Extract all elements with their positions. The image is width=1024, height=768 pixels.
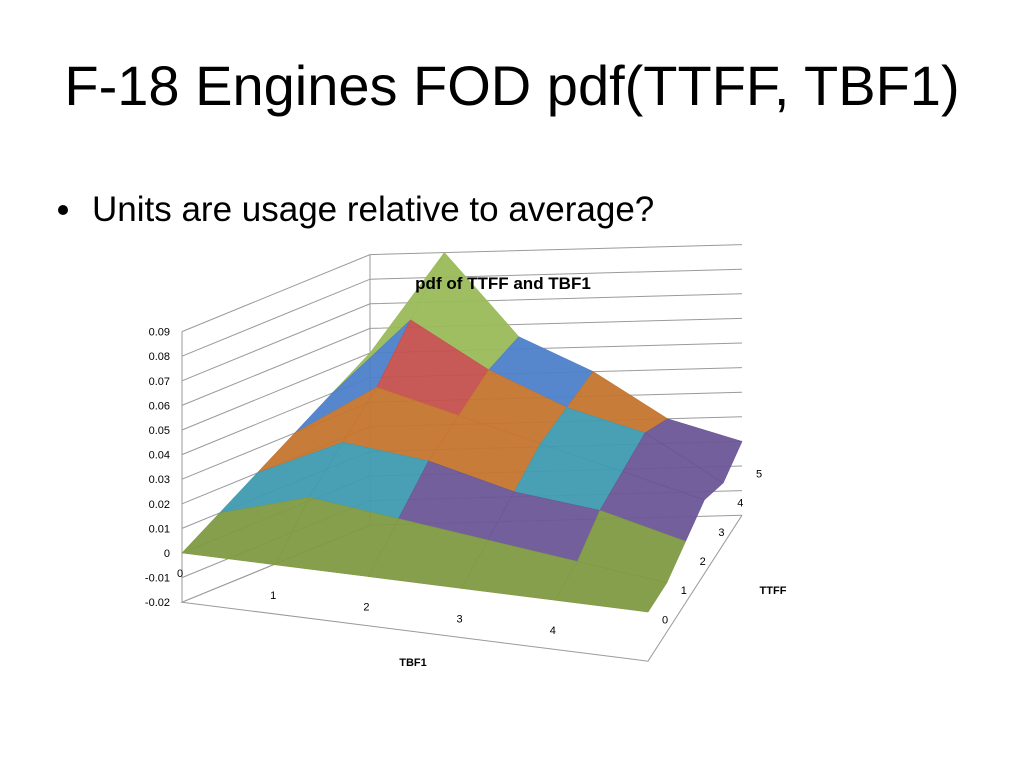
y-tick-label: 1 [681,585,687,597]
y-tick-label: 3 [718,527,724,539]
z-tick-label: 0.08 [149,351,170,363]
slide-title: F-18 Engines FOD pdf(TTFF, TBF1) [64,54,960,117]
z-tick-label: 0.06 [149,400,170,412]
y-tick-label: 0 [662,614,668,626]
x-tick-label: 3 [457,613,463,625]
y-tick-label: 2 [700,556,706,568]
bullet-dot-icon [58,204,68,215]
x-tick-label: 0 [177,568,183,580]
z-tick-label: -0.02 [145,597,170,609]
z-tick-label: -0.01 [145,573,170,585]
z-tick-label: 0.05 [149,425,170,437]
z-tick-label: 0.02 [149,499,170,511]
z-tick-label: 0.04 [149,450,170,462]
z-tick-label: 0.01 [149,523,170,535]
y-tick-label: 4 [737,498,743,510]
bullet-text: Units are usage relative to average? [92,190,655,229]
y-axis-title: TTFF [760,585,787,597]
x-tick-label: 1 [270,590,276,602]
bullet-item: Units are usage relative to average? [58,192,654,227]
z-tick-label: 0.07 [149,376,170,388]
z-tick-label: 0.03 [149,474,170,486]
chart-labels: -0.02 -0.01 0 0.01 0.02 0.03 0.04 0.05 0.06 0.07 0… [145,327,762,638]
z-tick-label: 0.09 [149,327,170,339]
z-tick-label: 0 [164,548,170,560]
x-tick-label: 4 [550,625,556,637]
x-tick-label: 2 [363,602,369,614]
chart-title: pdf of TTFF and TBF1 [415,274,591,293]
x-axis-title: TBF1 [399,657,427,669]
y-tick-label: 5 [756,468,762,480]
surface-plot [181,252,743,613]
surface-facet [554,561,668,613]
